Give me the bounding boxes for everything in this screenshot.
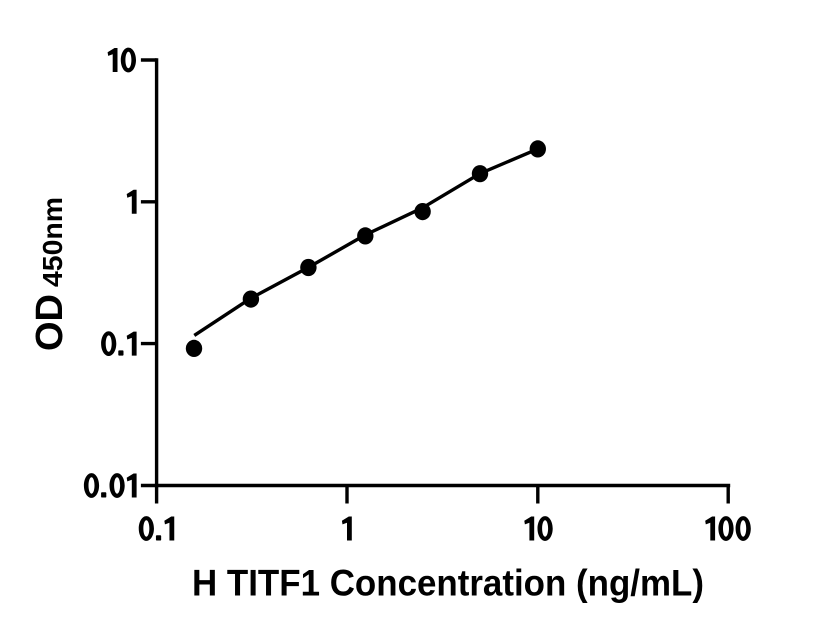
svg-text:H TITF1 Concentration (ng/mL): H TITF1 Concentration (ng/mL) xyxy=(192,563,704,604)
svg-text:OD450nm: OD450nm xyxy=(29,197,71,351)
